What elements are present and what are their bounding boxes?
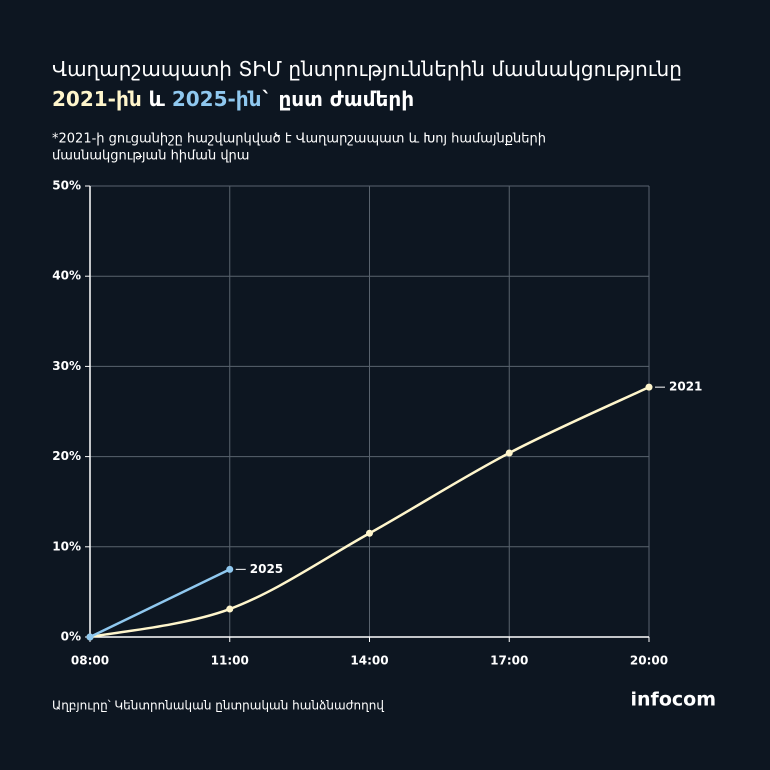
line-label: 2021 [669,380,702,394]
x-tick-label: 14:00 [350,654,388,668]
note: *2021-ի ցուցանիշը հաշվարկված է Վաղարշապա… [52,132,546,147]
source: Աղբյուրը՝ Կենտրոնական ընտրական հանձնաժող… [52,699,384,713]
point [645,383,653,391]
line-label: 2025 [250,562,283,576]
point [505,449,513,457]
chart-title: 2021-ին և 2025-ին` ըստ ժամերի [52,87,414,111]
y-tick-label: 40% [52,269,81,283]
line [89,568,231,639]
title-part: 2025-ին [172,87,262,111]
y-tick-label: 50% [52,179,81,193]
point [366,529,373,537]
title-part: և [142,87,172,111]
note: մասնակցության հիման վրա [52,149,249,164]
y-tick-label: 10% [52,539,81,553]
point [226,565,234,573]
y-tick-label: 0% [61,630,81,644]
title-part: Վաղարշապատի ՏԻՄ ընտրություններին մասնակց… [52,57,682,81]
x-tick-label: 20:00 [630,654,668,668]
title-part: ` ըստ ժամերի [262,87,415,111]
chart-title: Վաղարշապատի ՏԻՄ ընտրություններին մասնակց… [52,57,682,81]
point [86,633,94,641]
y-tick-label: 30% [52,359,81,373]
x-tick-label: 17:00 [490,654,528,668]
point [226,605,234,613]
y-tick-label: 20% [52,449,81,463]
x-tick-label: 11:00 [211,654,249,668]
title-part: 2021-ին [52,87,142,111]
x-tick-label: 08:00 [71,654,109,668]
logo: infocom [631,689,716,711]
